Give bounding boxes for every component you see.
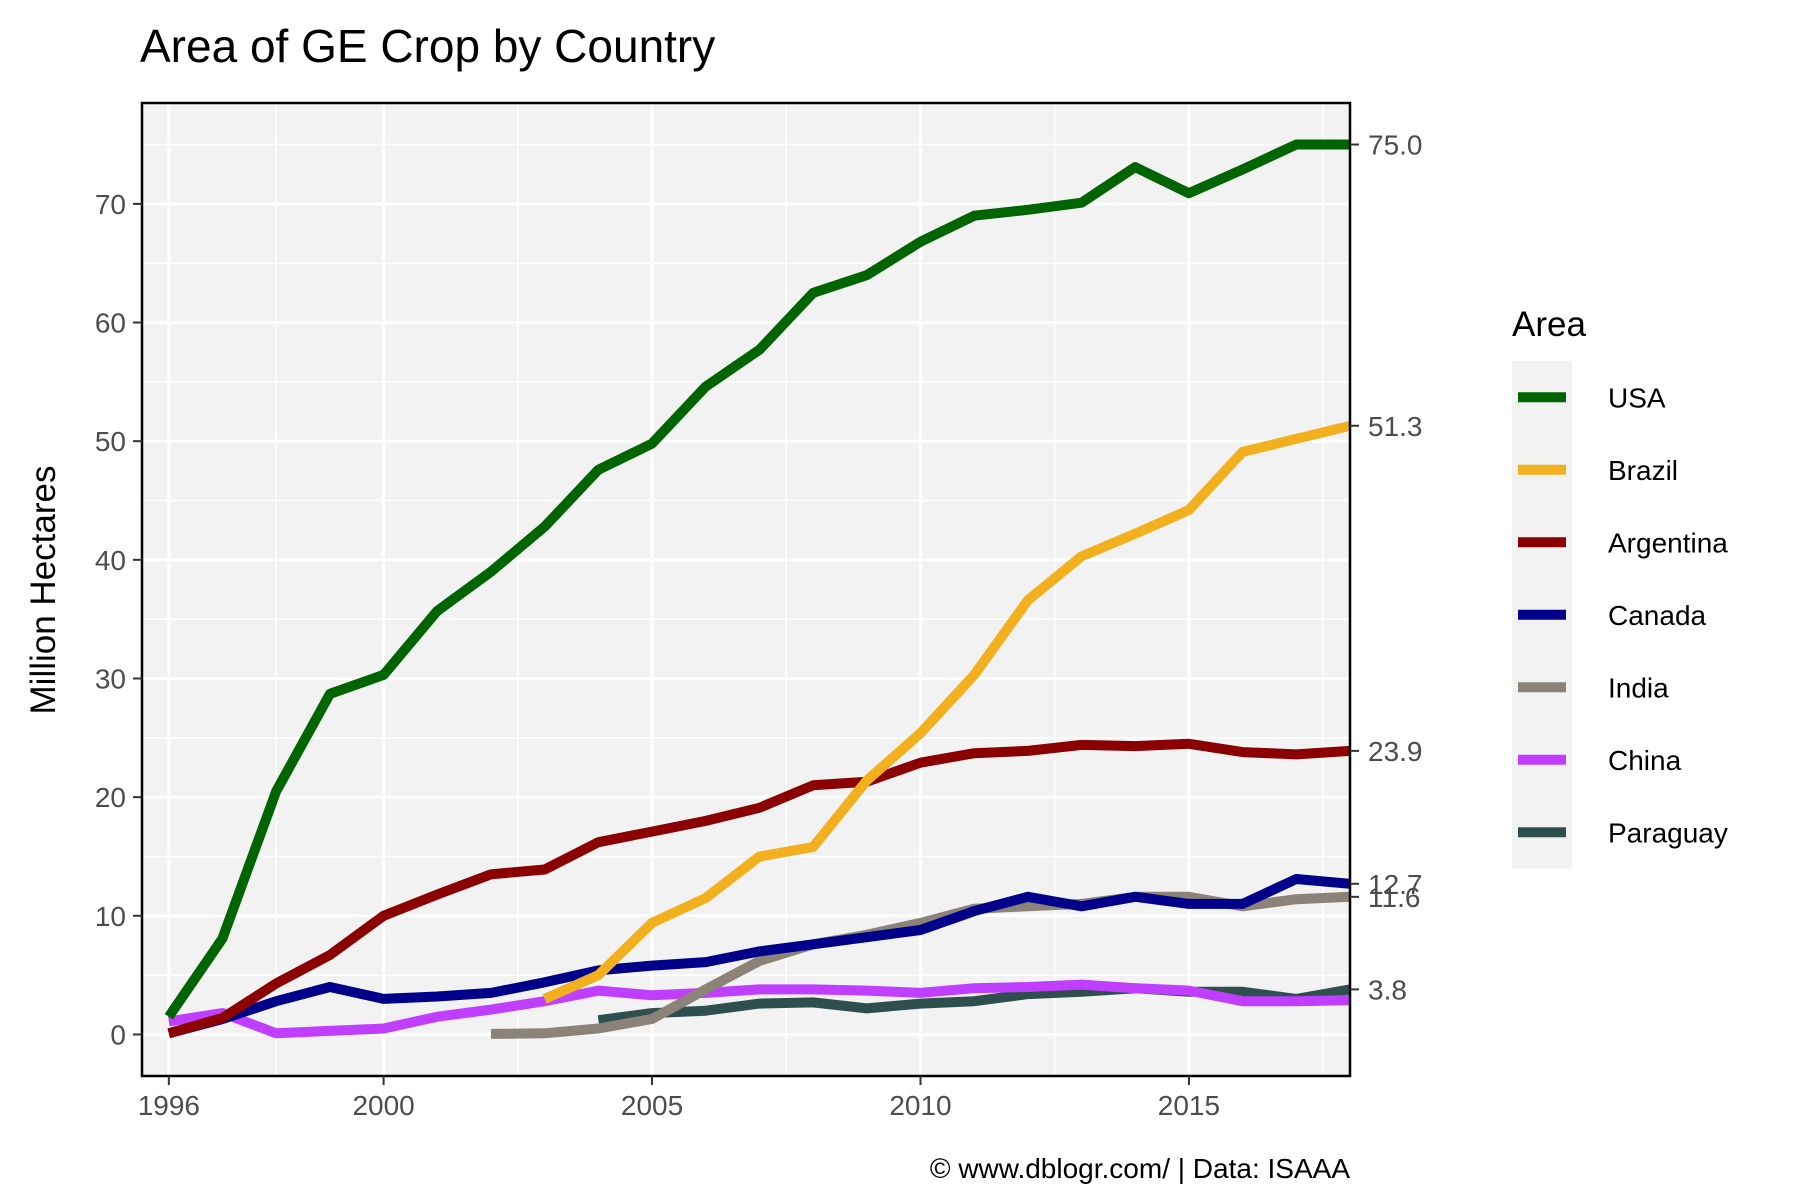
panel-border xyxy=(140,101,1352,1078)
legend-label: Brazil xyxy=(1608,455,1678,486)
y-tick-label: 10 xyxy=(95,901,126,932)
legend-label: China xyxy=(1608,745,1682,776)
x-tick-label: 2015 xyxy=(1158,1090,1220,1121)
end-value-label: 23.9 xyxy=(1368,736,1423,767)
series-line-china xyxy=(168,979,1351,1039)
legend-label: Canada xyxy=(1608,600,1707,631)
x-tick-label: 1996 xyxy=(138,1090,200,1121)
y-tick-label: 20 xyxy=(95,782,126,813)
x-tick-label: 2010 xyxy=(889,1090,951,1121)
end-value-label: 12.7 xyxy=(1368,869,1423,900)
y-tick-label: 30 xyxy=(95,663,126,694)
end-value-label: 3.8 xyxy=(1368,974,1407,1005)
plot-panel: 1996 2000 2005 2010 2015 0 10 20 30 40 50 60 70 75.0 5… xyxy=(95,101,1423,1121)
y-tick-label: 60 xyxy=(95,308,126,339)
chart-title: Area of GE Crop by Country xyxy=(140,20,715,72)
end-value-label: 51.3 xyxy=(1368,411,1423,442)
legend-label: India xyxy=(1608,672,1669,703)
series-line-canada xyxy=(167,874,1351,1039)
x-tick-label: 2005 xyxy=(621,1090,683,1121)
end-value-label: 75.0 xyxy=(1368,130,1423,161)
legend: Area USA Brazil Argentina Canada India China P… xyxy=(1512,305,1728,869)
series-line-usa xyxy=(164,139,1350,1020)
series-line-paraguay xyxy=(597,983,1351,1026)
legend-label: USA xyxy=(1608,382,1666,413)
x-tick-label: 2000 xyxy=(352,1090,414,1121)
legend-label: Paraguay xyxy=(1608,817,1728,848)
legend-label: Argentina xyxy=(1608,527,1728,558)
y-tick-label: 70 xyxy=(95,189,126,220)
y-tick-label: 0 xyxy=(110,1019,126,1050)
end-value-label: 11.6 xyxy=(1368,882,1420,913)
caption: © www.dblogr.com/ | Data: ISAAA xyxy=(930,1153,1350,1184)
series-line-argentina xyxy=(167,738,1351,1039)
y-tick-label: 40 xyxy=(95,545,126,576)
series-line-brazil xyxy=(542,420,1352,1004)
panel-background xyxy=(142,103,1350,1076)
y-axis-label: Million Hectares xyxy=(24,466,63,715)
y-tick-label: 50 xyxy=(95,426,126,457)
legend-title: Area xyxy=(1512,305,1586,344)
